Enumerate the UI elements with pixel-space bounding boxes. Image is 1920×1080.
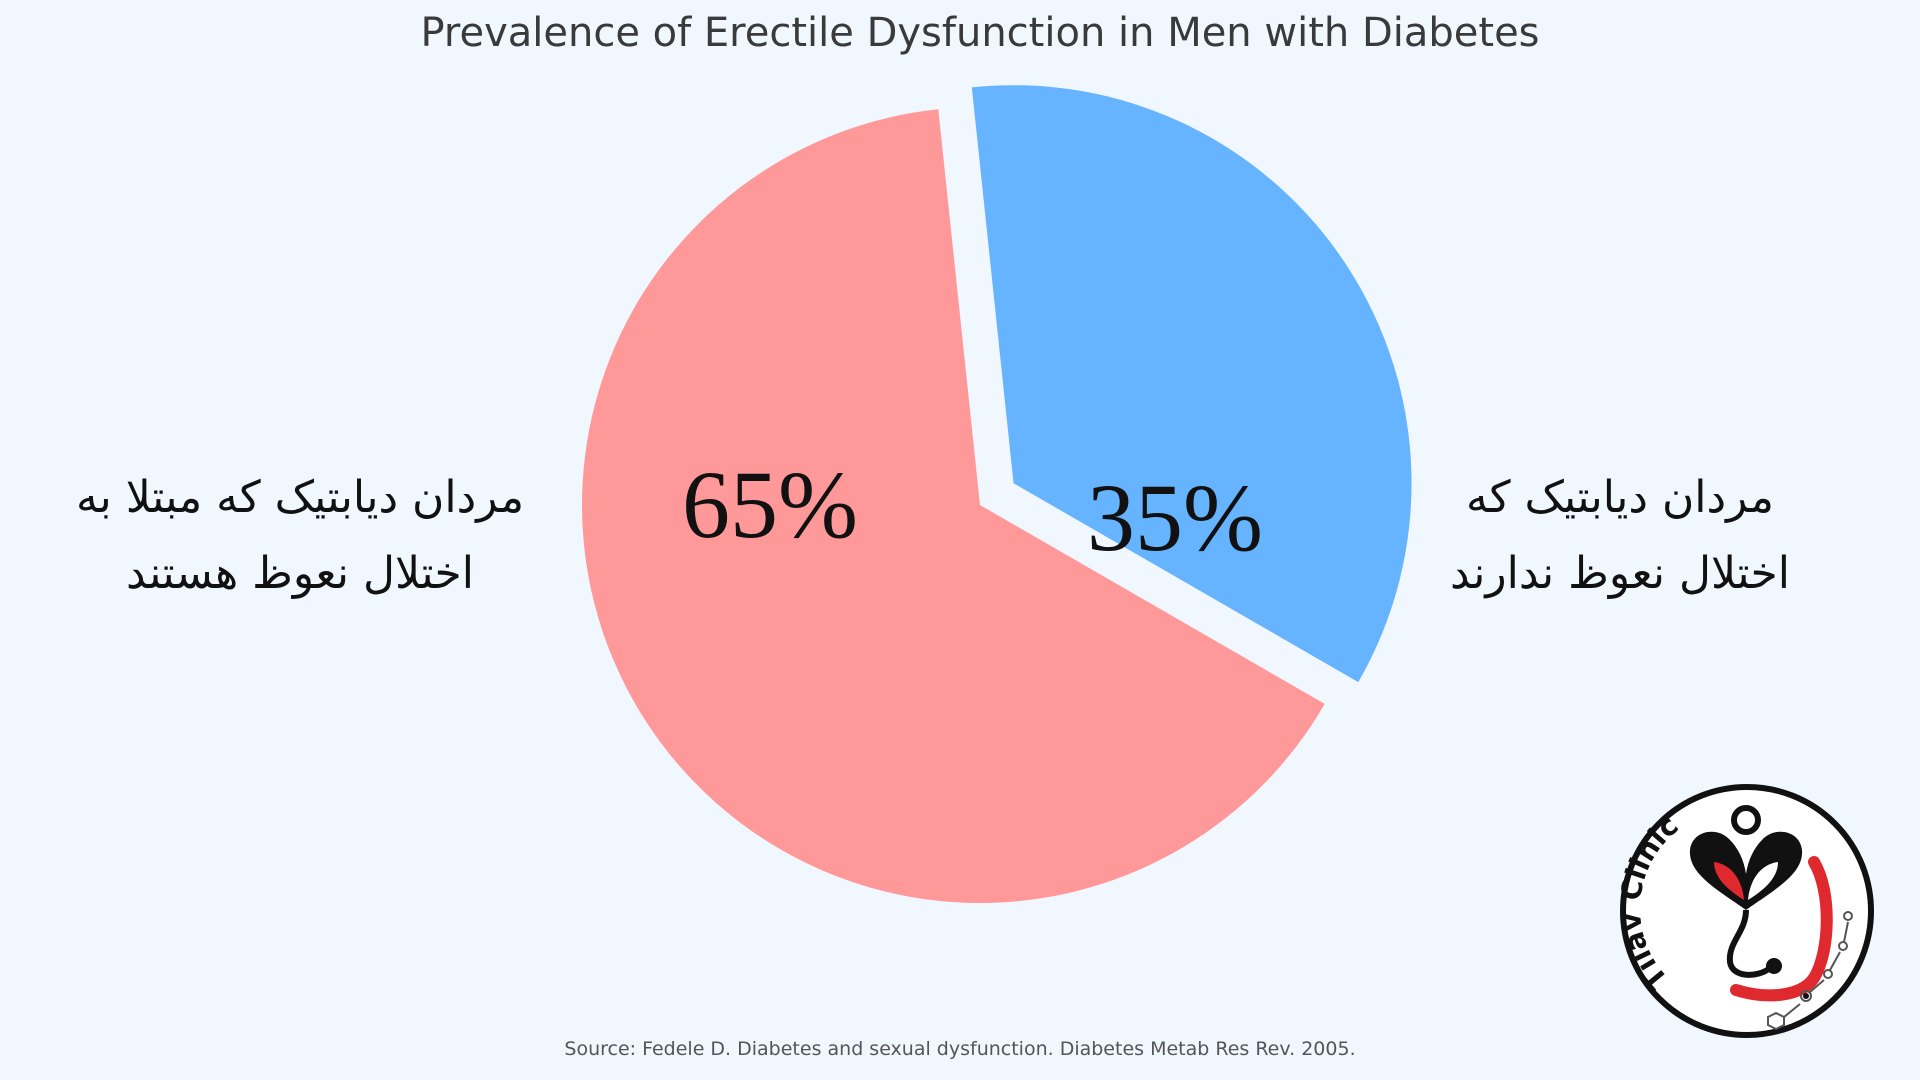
pie-value-label-2: 35% xyxy=(1087,464,1263,571)
slice-label-affected: مردان دیابتیک که مبتلا به اختلال نعوظ هس… xyxy=(75,472,525,599)
pie-value-label-1: 65% xyxy=(682,451,858,558)
clinic-logo-icon: Tilav Clinic xyxy=(1618,784,1874,1038)
clinic-logo: Tilav Clinic xyxy=(1618,782,1876,1040)
pie-slice-1 xyxy=(582,109,1325,903)
source-note: Source: Fedele D. Diabetes and sexual dy… xyxy=(564,1038,1356,1060)
chart-title: Prevalence of Erectile Dysfunction in Me… xyxy=(420,10,1540,56)
slice-label-unaffected: مردان دیابتیک که اختلال نعوظ ندارند xyxy=(1450,472,1790,599)
pie-slice-2 xyxy=(971,85,1412,683)
